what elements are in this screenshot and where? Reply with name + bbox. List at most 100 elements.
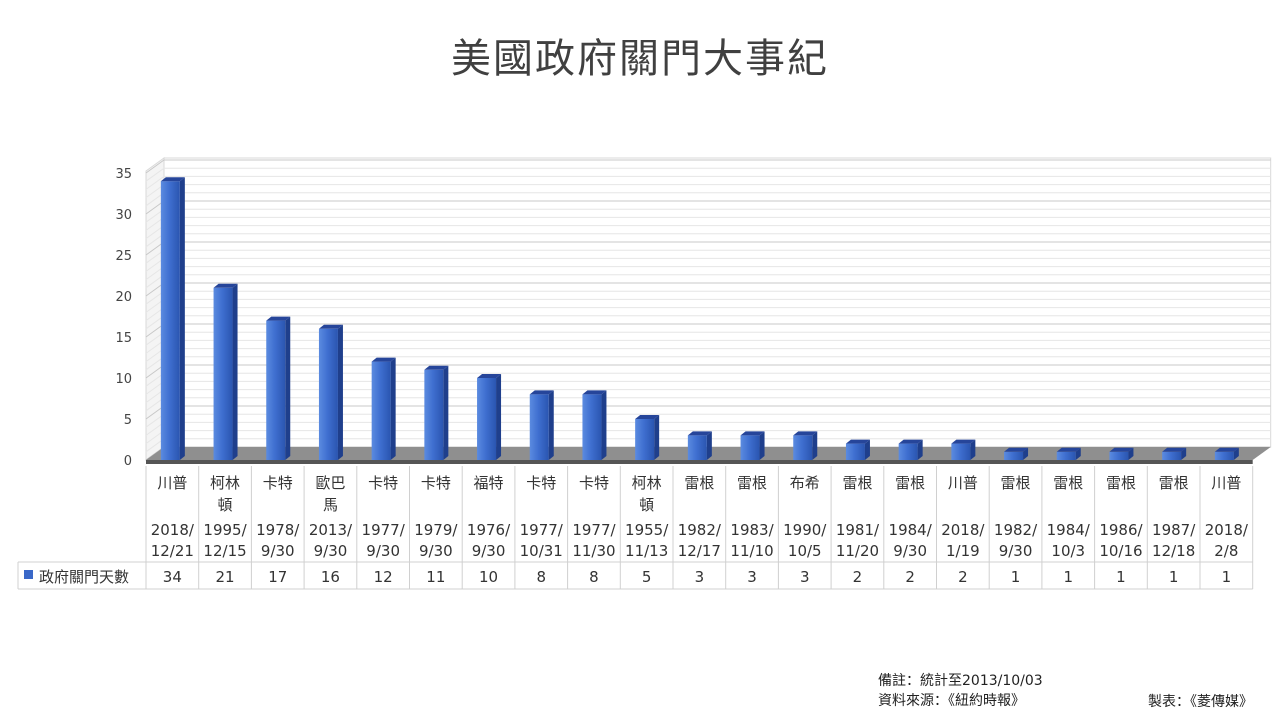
data-label: 1 [1222, 568, 1232, 586]
bar [529, 394, 549, 460]
category-date-label: 1982/ [678, 521, 722, 539]
data-label: 5 [642, 568, 652, 586]
data-label: 21 [216, 568, 235, 586]
category-president-label: 雷根 [684, 474, 714, 492]
bar [318, 328, 338, 460]
bar-side [812, 431, 818, 460]
category-date-label: 1955/ [625, 521, 669, 539]
bar [740, 435, 760, 460]
bar [1109, 451, 1129, 460]
category-date-label: 1995/ [203, 521, 247, 539]
minor-gridline [145, 175, 1271, 190]
bar-top [793, 431, 818, 436]
source-note: 資料來源：《紐約時報》 [878, 693, 1025, 709]
bar-top [687, 431, 712, 436]
category-date-label: 1976/ [467, 521, 511, 539]
category-date-label: 1981/ [836, 521, 880, 539]
data-label: 3 [800, 568, 810, 586]
data-label: 2 [958, 568, 968, 586]
data-label: 3 [695, 568, 705, 586]
category-president-label: 布希 [790, 474, 820, 492]
bar-top [582, 390, 607, 395]
bar-top [318, 324, 343, 329]
chart-title: 美國政府關門大事紀 [451, 36, 829, 82]
category-date-label: 2018/ [941, 521, 985, 539]
category-president-label: 川普 [948, 474, 978, 492]
category-date-label: 12/17 [678, 542, 721, 560]
bar-side [337, 324, 343, 460]
data-label: 2 [905, 568, 915, 586]
category-date-label: 1977/ [362, 521, 406, 539]
bar [1004, 451, 1024, 460]
bar-side [548, 390, 554, 460]
bar-top [1162, 447, 1187, 452]
category-president-label: 福特 [474, 474, 504, 492]
chart-floor-edge [146, 460, 1253, 464]
category-president-label: 卡特 [579, 474, 609, 492]
category-president-label: 卡特 [421, 474, 451, 492]
bar-side [1075, 447, 1081, 460]
category-date-label: 1977/ [572, 521, 616, 539]
category-date-label: 1979/ [414, 521, 458, 539]
y-tick-label: 25 [115, 249, 132, 264]
category-date-label: 2018/ [1205, 521, 1249, 539]
bar-side [443, 365, 449, 460]
bar-top [1109, 447, 1134, 452]
bar-side [706, 431, 712, 460]
y-tick-label: 15 [115, 331, 132, 346]
data-label: 11 [426, 568, 445, 586]
bar-side [1233, 447, 1239, 460]
data-label: 3 [747, 568, 757, 586]
bar [1056, 451, 1076, 460]
maker-note: 製表：《菱傳媒》 [1148, 694, 1253, 710]
bar-top [477, 374, 502, 378]
data-label: 1 [1169, 568, 1179, 586]
y-tick-label: 5 [124, 413, 132, 428]
category-date-label: 2/8 [1214, 542, 1238, 560]
major-gridline [145, 159, 1271, 174]
bar [371, 361, 391, 460]
category-date-label: 10/3 [1051, 542, 1085, 560]
data-label: 10 [479, 568, 498, 586]
bar-top [424, 365, 449, 370]
bar-top [1056, 447, 1081, 452]
bar [266, 320, 286, 460]
category-date-label: 1990/ [783, 521, 827, 539]
category-date-label: 1978/ [256, 521, 300, 539]
category-date-label: 11/20 [836, 542, 879, 560]
bar-top [898, 439, 923, 444]
bar-top [1214, 447, 1239, 452]
bar-side [1181, 447, 1187, 460]
data-label: 16 [321, 568, 340, 586]
category-date-label: 9/30 [261, 542, 295, 560]
bar [477, 378, 497, 460]
category-date-label: 1977/ [520, 521, 564, 539]
category-date-label: 1984/ [889, 521, 933, 539]
y-tick-label: 30 [115, 208, 132, 223]
category-president-label: 雷根 [1001, 474, 1031, 492]
bar-top [529, 390, 554, 395]
bar-top [1004, 447, 1029, 452]
category-date-label: 9/30 [999, 542, 1033, 560]
category-date-label: 11/13 [625, 542, 668, 560]
bar-top [845, 439, 870, 444]
category-date-label: 1/19 [946, 542, 980, 560]
bar-side [285, 316, 291, 460]
data-label: 1 [1116, 568, 1126, 586]
category-date-label: 10/31 [520, 542, 563, 560]
notes: 備註：統計至2013/10/03 資料來源：《紐約時報》 [878, 671, 1043, 711]
category-date-label: 2018/ [151, 521, 195, 539]
data-label: 12 [374, 568, 393, 586]
category-date-label: 1987/ [1152, 521, 1196, 539]
bar-top [213, 283, 238, 288]
category-date-label: 9/30 [472, 542, 506, 560]
category-president-label: 雷根 [842, 474, 872, 492]
category-date-label: 9/30 [893, 542, 927, 560]
category-date-label: 10/5 [788, 542, 822, 560]
remark-note: 備註：統計至2013/10/03 [878, 673, 1043, 689]
bar-side [1128, 447, 1134, 460]
legend-marker [24, 570, 33, 579]
category-date-label: 9/30 [419, 542, 453, 560]
bar-side [496, 374, 502, 460]
bar [160, 181, 180, 460]
